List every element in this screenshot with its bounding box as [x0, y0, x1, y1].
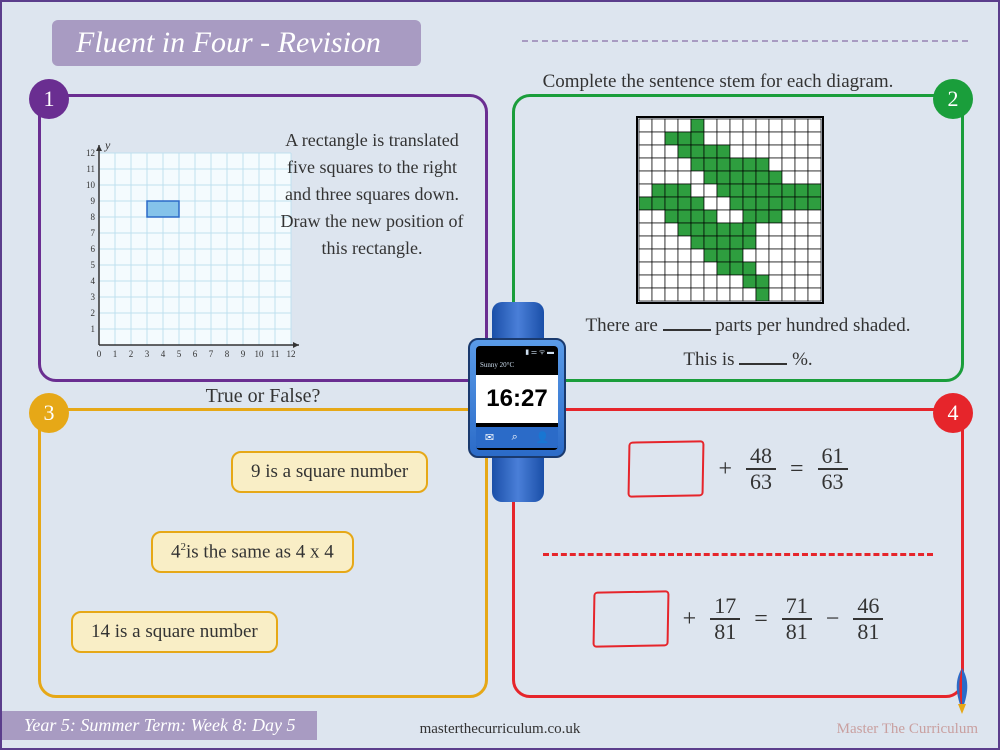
- equation-1: + 4863 = 6163: [515, 441, 961, 497]
- text: This is: [683, 349, 739, 370]
- statement-1: 9 is a square number: [231, 451, 428, 493]
- svg-text:y: y: [104, 138, 111, 152]
- user-icon: 👤: [535, 431, 549, 444]
- divider: [543, 553, 933, 556]
- svg-text:7: 7: [91, 228, 96, 238]
- equals: =: [754, 606, 768, 633]
- panel1-text: A rectangle is translated five squares t…: [277, 127, 467, 262]
- svg-text:9: 9: [91, 196, 96, 206]
- answer-box[interactable]: [592, 590, 669, 647]
- svg-text:7: 7: [209, 349, 214, 359]
- badge-2: 2: [933, 79, 973, 119]
- brand: Master The Curriculum: [837, 721, 978, 738]
- fraction: 4863: [746, 444, 776, 494]
- watch-time: 16:27: [476, 375, 558, 423]
- text: There are: [586, 315, 663, 336]
- panel-4: 4 + 4863 = 6163 + 1781 = 7181 − 4681: [512, 408, 964, 698]
- svg-text:1: 1: [113, 349, 118, 359]
- equals: =: [790, 456, 804, 483]
- plus: +: [683, 606, 697, 633]
- panel-1: 1 0112233445566778899101011111212xy A re…: [38, 94, 488, 382]
- text: parts per hundred shaded.: [711, 315, 911, 336]
- svg-text:5: 5: [177, 349, 182, 359]
- sentence-stem-1: There are parts per hundred shaded.: [555, 315, 941, 337]
- equation-2: + 1781 = 7181 − 4681: [515, 591, 961, 647]
- sentence-stem-2: This is %.: [555, 349, 941, 371]
- watch-status: ▮ ⚌ ᯤ ▬: [476, 346, 558, 359]
- footer: Year 5: Summer Term: Week 8: Day 5: [2, 711, 317, 740]
- svg-text:6: 6: [91, 244, 96, 254]
- watch-icons: ✉ ⌕ 👤: [476, 427, 558, 448]
- plus: +: [718, 456, 732, 483]
- mail-icon: ✉: [485, 431, 494, 444]
- statement-2: 42is the same as 4 x 4: [151, 531, 354, 573]
- svg-text:2: 2: [91, 308, 96, 318]
- statement-3: 14 is a square number: [71, 611, 278, 653]
- fraction: 4681: [853, 594, 883, 644]
- svg-text:1: 1: [91, 324, 96, 334]
- watch-screen: ▮ ⚌ ᯤ ▬ Sunny 20°C 16:27 ✉ ⌕ 👤: [476, 346, 558, 450]
- watch-weather: Sunny 20°C: [476, 359, 558, 371]
- search-icon: ⌕: [512, 431, 518, 444]
- fraction: 1781: [710, 594, 740, 644]
- smartwatch: ▮ ⚌ ᯤ ▬ Sunny 20°C 16:27 ✉ ⌕ 👤: [462, 302, 572, 502]
- svg-text:8: 8: [225, 349, 230, 359]
- blank[interactable]: [739, 363, 787, 365]
- svg-text:12: 12: [287, 349, 296, 359]
- coordinate-grid: 0112233445566778899101011111212xy: [71, 115, 301, 365]
- svg-text:4: 4: [161, 349, 166, 359]
- svg-text:2: 2: [129, 349, 134, 359]
- page-title: Fluent in Four - Revision: [52, 20, 421, 66]
- badge-1: 1: [29, 79, 69, 119]
- svg-text:11: 11: [271, 349, 280, 359]
- divider: [522, 40, 968, 42]
- minus: −: [826, 606, 840, 633]
- svg-text:12: 12: [86, 148, 95, 158]
- footer-url: masterthecurriculum.co.uk: [420, 721, 581, 738]
- panel2-instruction: Complete the sentence stem for each diag…: [525, 71, 911, 93]
- answer-box[interactable]: [628, 440, 705, 497]
- fraction: 7181: [782, 594, 812, 644]
- svg-text:10: 10: [255, 349, 265, 359]
- logo-icon: [948, 666, 976, 714]
- svg-text:3: 3: [91, 292, 96, 302]
- panel-3: 3 True or False? 9 is a square number 42…: [38, 408, 488, 698]
- svg-text:8: 8: [91, 212, 96, 222]
- svg-text:5: 5: [91, 260, 96, 270]
- fraction: 6163: [818, 444, 848, 494]
- panel-2: 2 Complete the sentence stem for each di…: [512, 94, 964, 382]
- svg-text:11: 11: [86, 164, 95, 174]
- svg-text:6: 6: [193, 349, 198, 359]
- svg-text:3: 3: [145, 349, 150, 359]
- text: %.: [787, 349, 812, 370]
- watch-body: ▮ ⚌ ᯤ ▬ Sunny 20°C 16:27 ✉ ⌕ 👤: [468, 338, 566, 458]
- badge-4: 4: [933, 393, 973, 433]
- svg-text:0: 0: [97, 349, 102, 359]
- hundred-grid: [635, 115, 835, 315]
- svg-text:10: 10: [86, 180, 96, 190]
- panel3-title: True or False?: [41, 385, 485, 408]
- blank[interactable]: [663, 329, 711, 331]
- svg-text:4: 4: [91, 276, 96, 286]
- svg-text:9: 9: [241, 349, 246, 359]
